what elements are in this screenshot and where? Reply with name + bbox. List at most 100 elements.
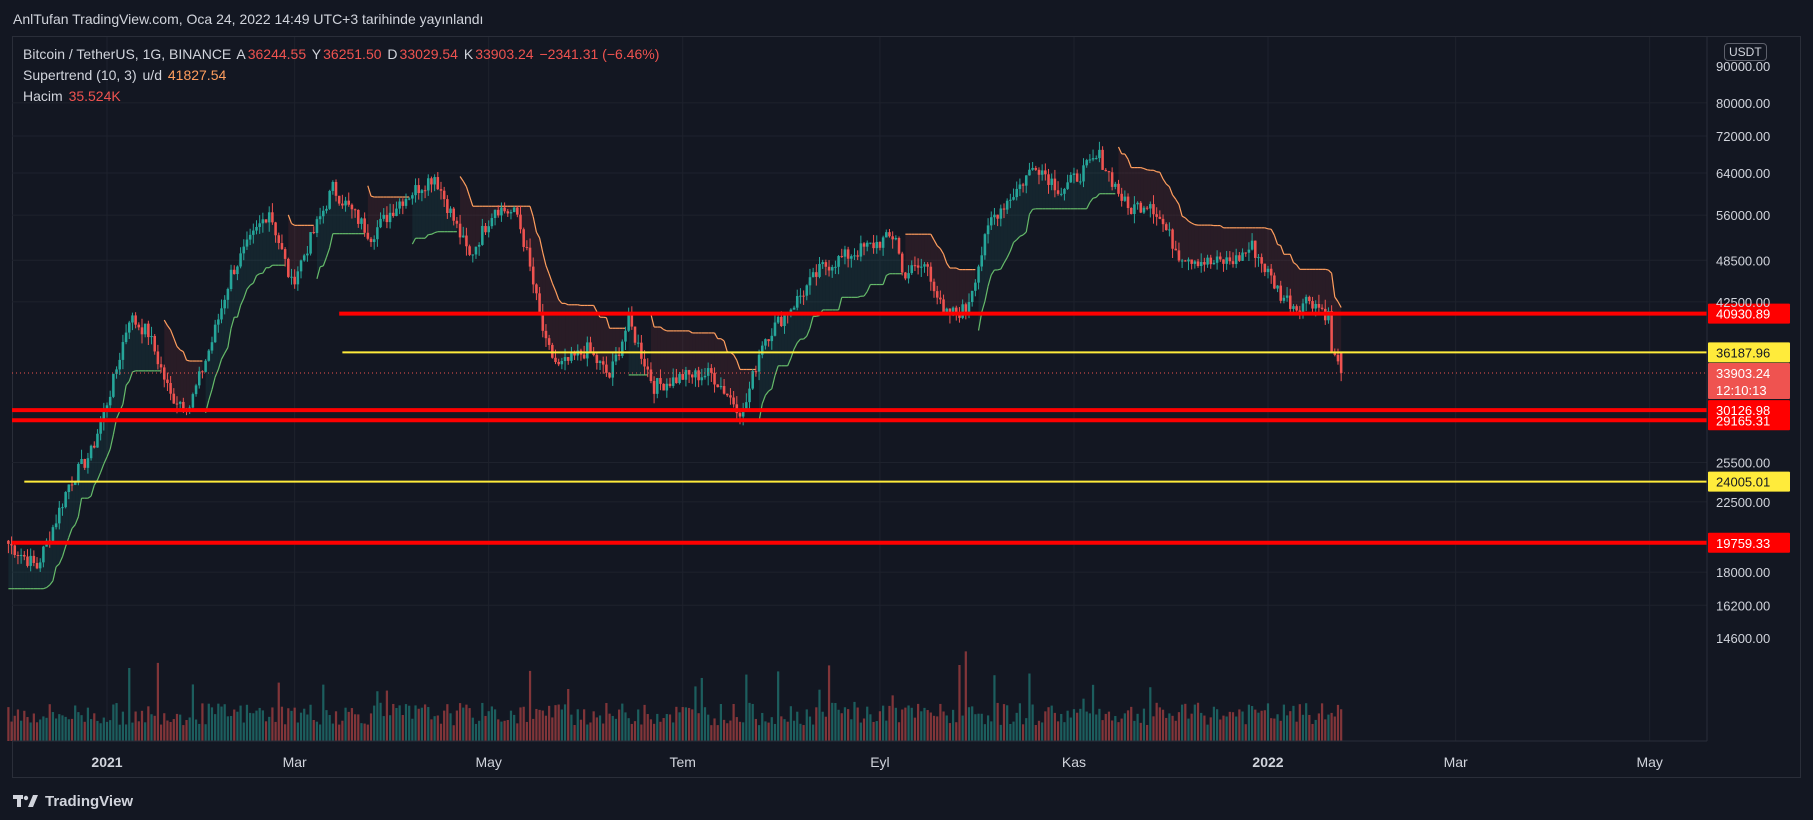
volume-bar (455, 710, 459, 741)
supertrend-fill (154, 351, 158, 371)
supertrend-line (1019, 234, 1024, 237)
candle-body (862, 243, 866, 247)
supertrend-fill (1102, 169, 1106, 194)
volume-bar (611, 715, 614, 741)
volume-bar (783, 719, 786, 741)
x-tick-label: May (1636, 754, 1662, 770)
x-tick-label: Kas (1062, 754, 1086, 770)
footer-brand: TradingView (45, 792, 134, 810)
volume-bar (700, 677, 703, 741)
candle-body (1104, 169, 1108, 172)
candle-body (1056, 190, 1060, 194)
candle-body (455, 220, 459, 224)
supertrend-fill (663, 329, 667, 391)
volume-bar (923, 707, 926, 741)
volume-bar (1146, 724, 1149, 741)
candle-body (614, 354, 618, 362)
candle-body (1317, 303, 1321, 308)
candle-body (58, 507, 61, 524)
legend-supertrend-label[interactable]: Supertrend (10, 3) (23, 67, 137, 83)
volume-bar (808, 716, 812, 741)
candle-body (1212, 262, 1216, 265)
candle-body (1123, 196, 1127, 201)
supertrend-fill (342, 200, 346, 234)
volume-bar (983, 724, 987, 741)
volume-bar (338, 724, 341, 741)
supertrend-fill (727, 351, 731, 398)
volume-bar (1301, 714, 1305, 741)
supertrend-line (1270, 228, 1275, 236)
legend-close-value: 33903.24 (475, 46, 534, 62)
supertrend-fill (1007, 199, 1011, 258)
supertrend-fill (304, 225, 308, 256)
supertrend-line (58, 556, 64, 565)
candle-body (1161, 218, 1165, 225)
supertrend-line (249, 282, 254, 286)
legend-volume-label[interactable]: Hacim (23, 88, 63, 104)
volume-bar (1050, 705, 1053, 741)
volume-bar (624, 712, 627, 741)
candle-body (916, 265, 920, 268)
volume-bar (961, 715, 964, 741)
candle-body (875, 241, 879, 249)
currency-button[interactable]: USDT (1724, 43, 1767, 61)
supertrend-line (182, 351, 188, 361)
volume-bar (1120, 718, 1123, 741)
candle-body (121, 342, 125, 360)
volume-bar (280, 706, 284, 741)
supertrend-fill (243, 239, 247, 299)
supertrend-fill (822, 262, 826, 310)
volume-bar (678, 712, 681, 741)
volume-bar (862, 718, 866, 741)
candle-body (621, 341, 624, 356)
candle-body (856, 255, 859, 257)
volume-bar (882, 705, 885, 741)
supertrend-fill (574, 304, 578, 356)
volume-bar (859, 722, 862, 741)
candle-body (1193, 261, 1197, 264)
candle-body (1085, 160, 1088, 166)
volume-bar (366, 724, 369, 741)
supertrend-fill (1105, 171, 1109, 194)
x-tick-label: Tem (670, 754, 696, 770)
candle-body (951, 307, 955, 316)
candle-body (379, 218, 382, 228)
volume-bar (1200, 712, 1203, 741)
supertrend-fill (440, 190, 445, 232)
candle-body (347, 200, 351, 205)
supertrend-line (936, 245, 941, 250)
supertrend-fill (62, 492, 66, 557)
volume-bar (544, 715, 548, 741)
supertrend-fill (1089, 158, 1094, 203)
volume-bar (1209, 717, 1212, 741)
supertrend-line (469, 196, 474, 207)
supertrend-line (838, 297, 843, 311)
candle-body (1139, 202, 1143, 213)
legend-symbol[interactable]: Bitcoin / TetherUS, 1G, BINANCE (23, 46, 232, 62)
volume-bar (522, 706, 525, 741)
supertrend-fill (173, 338, 177, 404)
supertrend-fill (924, 234, 928, 267)
candle-body (926, 264, 929, 267)
volume-bar (172, 719, 175, 741)
supertrend-line (465, 186, 471, 197)
volume-bar (214, 714, 217, 741)
candle-body (102, 409, 106, 422)
candle-body (1050, 178, 1053, 185)
supertrend-fill (838, 256, 842, 310)
volume-bar (439, 723, 443, 741)
candle-body (350, 204, 354, 210)
supertrend-fill (905, 234, 909, 279)
volume-bar (1282, 704, 1286, 741)
volume-bar (802, 725, 805, 741)
volume-bar (312, 719, 315, 741)
supertrend-line (186, 359, 190, 362)
candle-body (385, 214, 389, 223)
candle-body (1155, 214, 1158, 217)
candle-body (1295, 306, 1298, 311)
volume-bar (471, 717, 474, 741)
candle-body (331, 181, 335, 191)
x-tick-label: May (475, 754, 501, 770)
supertrend-fill (606, 317, 610, 378)
